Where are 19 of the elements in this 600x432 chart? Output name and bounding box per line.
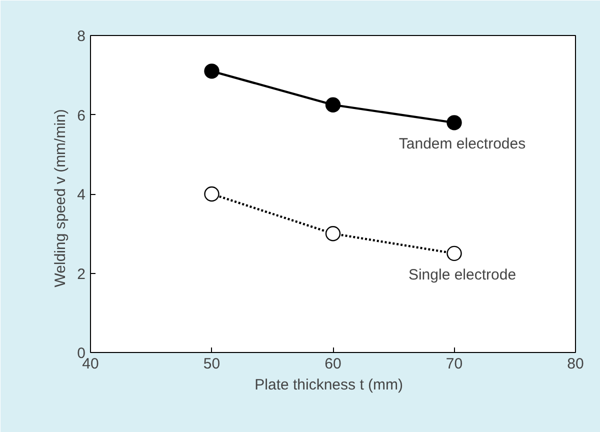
point xyxy=(204,64,220,79)
point xyxy=(325,97,341,112)
series-label: Tandem electrodes xyxy=(398,136,526,153)
x-tick-label: 70 xyxy=(446,356,463,372)
point xyxy=(325,226,341,242)
y-tick-label: 2 xyxy=(77,266,86,283)
y-tick-label: 8 xyxy=(77,28,86,45)
point xyxy=(204,186,220,202)
series-label: Single electrode xyxy=(408,266,516,284)
y-tick-label: 4 xyxy=(77,186,86,204)
y-tick-label: 6 xyxy=(77,107,86,124)
x-tick-label: 50 xyxy=(203,356,220,372)
x-tick-label: 80 xyxy=(567,356,584,372)
point xyxy=(446,115,462,130)
point xyxy=(446,246,462,262)
y-axis-title: Welding speed v (mm/min) xyxy=(52,109,70,288)
x-tick-label: 60 xyxy=(324,356,342,372)
y-tick-label: 0 xyxy=(77,345,86,362)
x-axis-title: Plate thickness t (mm) xyxy=(254,376,404,394)
